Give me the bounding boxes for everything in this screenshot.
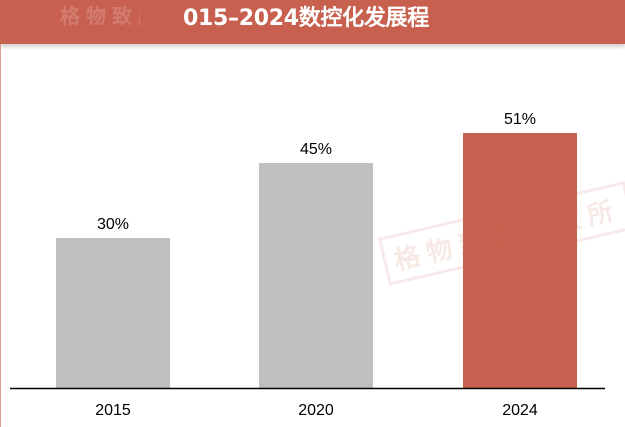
title-bar: 格物致胜 015–2024数控化发展程 bbox=[0, 0, 625, 44]
bars-group bbox=[56, 133, 577, 388]
x-tick-label-2024: 2024 bbox=[502, 402, 538, 419]
x-tick-labels-group: 2015 2020 2024 bbox=[95, 402, 538, 419]
chart-title: 015–2024数控化发展程 bbox=[183, 6, 429, 31]
bar-2015 bbox=[56, 238, 170, 388]
left-edge-line bbox=[0, 44, 1, 427]
title-mask bbox=[170, 8, 183, 30]
bar-2024 bbox=[463, 133, 577, 388]
data-labels-group: 30% 45% 51% bbox=[97, 111, 536, 233]
bar-2020 bbox=[259, 163, 373, 388]
data-label-2015: 30% bbox=[97, 216, 129, 233]
x-tick-label-2015: 2015 bbox=[95, 402, 131, 419]
x-tick-label-2020: 2020 bbox=[298, 402, 334, 419]
data-label-2020: 45% bbox=[300, 141, 332, 158]
data-label-2024: 51% bbox=[504, 111, 536, 128]
header-watermark: 格物致胜 bbox=[60, 4, 140, 28]
